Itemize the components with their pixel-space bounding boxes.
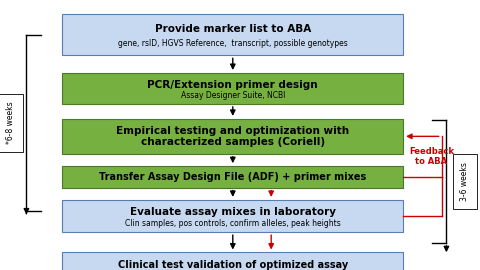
Text: Provide marker list to ABA: Provide marker list to ABA bbox=[155, 24, 311, 34]
Text: Clinical test validation of optimized assay: Clinical test validation of optimized as… bbox=[118, 259, 348, 270]
FancyBboxPatch shape bbox=[62, 252, 403, 270]
FancyBboxPatch shape bbox=[62, 200, 403, 232]
FancyBboxPatch shape bbox=[62, 166, 403, 188]
Text: Assay Designer Suite, NCBI: Assay Designer Suite, NCBI bbox=[180, 91, 285, 100]
Text: Clin samples, pos controls, confirm alleles, peak heights: Clin samples, pos controls, confirm alle… bbox=[125, 219, 341, 228]
Text: *6-8 weeks: *6-8 weeks bbox=[6, 102, 15, 144]
Text: Feedback
to ABA: Feedback to ABA bbox=[409, 147, 454, 166]
Text: 3-6 weeks: 3-6 weeks bbox=[460, 162, 469, 201]
FancyBboxPatch shape bbox=[62, 73, 403, 104]
Text: gene, rsID, HGVS Reference,  transcript, possible genotypes: gene, rsID, HGVS Reference, transcript, … bbox=[118, 39, 348, 48]
Text: PCR/Extension primer design: PCR/Extension primer design bbox=[147, 80, 318, 90]
Text: Evaluate assay mixes in laboratory: Evaluate assay mixes in laboratory bbox=[130, 207, 336, 217]
FancyBboxPatch shape bbox=[62, 119, 403, 154]
FancyBboxPatch shape bbox=[62, 14, 403, 55]
Text: Empirical testing and optimization with
characterized samples (Coriell): Empirical testing and optimization with … bbox=[116, 126, 349, 147]
Text: Transfer Assay Design File (ADF) + primer mixes: Transfer Assay Design File (ADF) + prime… bbox=[99, 172, 366, 182]
